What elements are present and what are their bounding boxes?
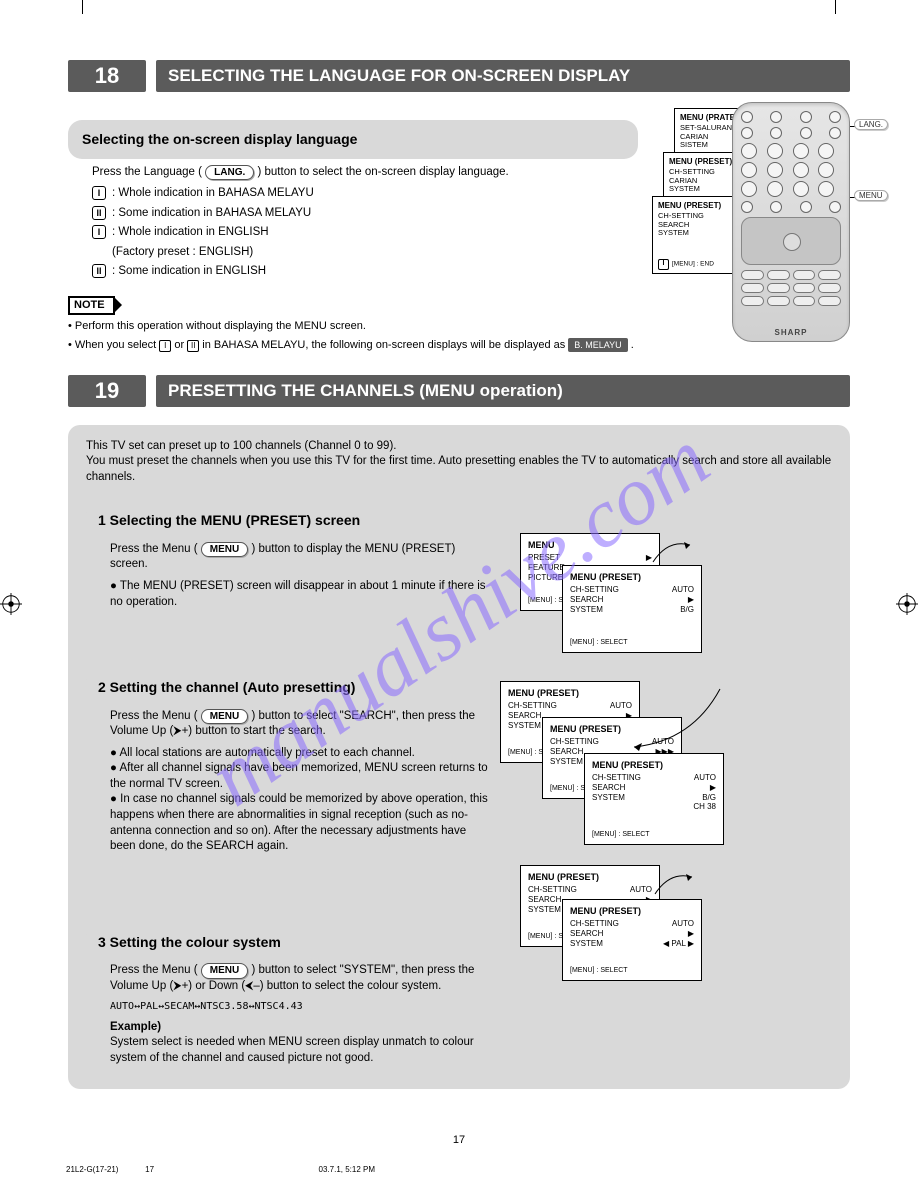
remote-callout-menu: MENU [854, 190, 888, 201]
arrow-icon [632, 681, 732, 751]
mode-badge-icon: II [187, 340, 199, 352]
language-mode-list: I : Whole indication in BAHASA MELAYU II:… [92, 186, 638, 280]
menu-button-label: MENU [201, 542, 248, 558]
mode-badge-icon: II [92, 264, 106, 278]
mode-badge-icon: I [159, 340, 171, 352]
section-18: 18 SELECTING THE LANGUAGE FOR ON-SCREEN … [68, 60, 850, 353]
step-heading: 3 Setting the colour system [86, 925, 832, 960]
note-text: • Perform this operation without display… [68, 319, 638, 334]
page-number: 17 [0, 1134, 918, 1146]
text: ● All local stations are automatically p… [110, 746, 490, 855]
step-heading: 1 Selecting the MENU (PRESET) screen [86, 503, 832, 538]
lang-button-label: LANG. [205, 165, 254, 181]
registration-mark-icon [896, 593, 918, 615]
note-flag-icon: NOTE [68, 296, 115, 315]
remote-control-icon: SHARP [732, 102, 850, 342]
section-18-text: Selecting the on-screen display language… [68, 102, 652, 353]
system-cycle: AUTO↔PAL↔SECAM↔NTSC3.58↔NTSC4.43 [110, 1000, 510, 1014]
registration-mark-icon [0, 593, 22, 615]
language-chip: B. MELAYU [568, 338, 627, 352]
mode-label: (Factory preset : ENGLISH) [112, 245, 253, 261]
text: Press the Menu ( [110, 964, 198, 976]
text: Press the Menu ( [110, 710, 198, 722]
text: System select is needed when MENU screen… [110, 1035, 510, 1066]
osd-screen: MENU (PRESET) CH-SETTINGAUTO SEARCH▶ SYS… [562, 899, 702, 981]
mode-label: : Some indication in BAHASA MELAYU [112, 206, 311, 222]
crop-tick [82, 0, 83, 14]
section-number: 18 [68, 60, 146, 92]
section-header-bar: 19 PRESETTING THE CHANNELS (MENU operati… [68, 375, 850, 407]
menu-button-label: MENU [201, 963, 248, 979]
section-title: SELECTING THE LANGUAGE FOR ON-SCREEN DIS… [156, 60, 850, 92]
osd-example-stack: MENU (PRATETAP) SET-SALURANAUTO CARIAN▶ … [652, 108, 732, 353]
arrow-icon [648, 537, 698, 567]
section-19: 19 PRESETTING THE CHANNELS (MENU operati… [68, 375, 850, 1089]
text: ) button to select the on-screen display… [257, 166, 508, 178]
menu-button-label: MENU [201, 709, 248, 725]
remote-brand: SHARP [733, 328, 849, 337]
mode-label: : Some indication in ENGLISH [112, 264, 266, 280]
osd-screen: MENU (PRESET) CH-SETTINGAUTO SEARCH▶ SYS… [584, 753, 724, 845]
mode-label: : Whole indication in BAHASA MELAYU [112, 186, 314, 202]
note-text: • When you select I or II in BAHASA MELA… [68, 338, 638, 353]
text: Press the Menu ( [110, 543, 198, 555]
arrow-icon [650, 869, 700, 899]
text: ● The MENU (PRESET) screen will disappea… [110, 579, 490, 610]
example-heading: Example) [110, 1020, 510, 1036]
footer-stamp: 21L2-G(17-21) 17 03.7.1, 5:12 PM [66, 1165, 375, 1174]
section-title: PRESETTING THE CHANNELS (MENU operation) [156, 375, 850, 407]
section-19-lead: This TV set can preset up to 100 channel… [86, 439, 832, 486]
section-header-bar: 18 SELECTING THE LANGUAGE FOR ON-SCREEN … [68, 60, 850, 92]
mode-badge-icon: II [92, 206, 106, 220]
step-heading: Selecting the on-screen display language [68, 120, 638, 159]
mode-badge-icon: I [92, 225, 106, 239]
remote-illustration: SHARP LANG. MENU [732, 102, 850, 353]
osd-screen: MENU (PRESET) CH-SETTINGAUTO SEARCH▶ SYS… [562, 565, 702, 653]
text: Press the Language ( [92, 166, 202, 178]
section-19-panel: This TV set can preset up to 100 channel… [68, 425, 850, 1089]
remote-callout-lang: LANG. [854, 119, 888, 130]
mode-label: : Whole indication in ENGLISH [112, 225, 269, 241]
manual-page: manualshive.com 18 SELECTING THE LANGUAG… [0, 0, 918, 1188]
section-number: 19 [68, 375, 146, 407]
crop-tick [835, 0, 836, 14]
mode-badge-icon: I [92, 186, 106, 200]
